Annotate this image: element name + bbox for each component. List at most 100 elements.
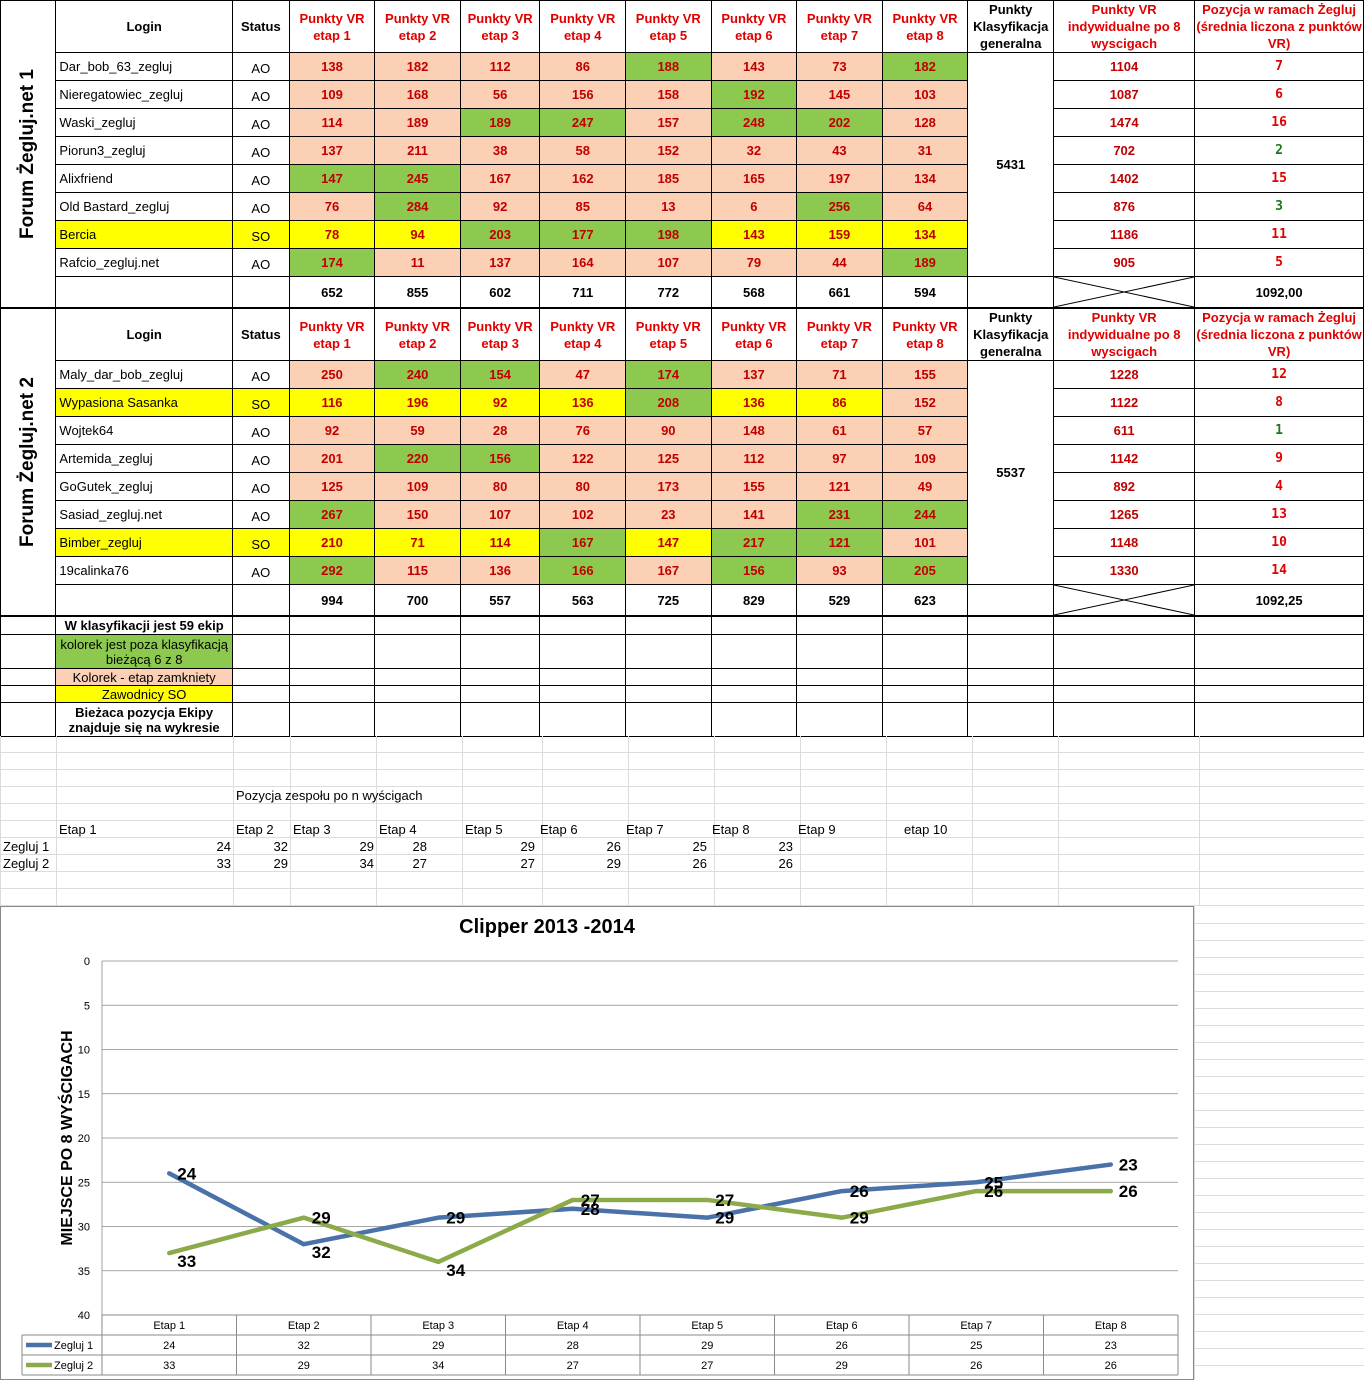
gridline	[1194, 1127, 1364, 1128]
stage-points-cell: 155	[710, 472, 798, 501]
empty-cell	[967, 702, 1055, 737]
position-value: 33	[216, 856, 231, 871]
empty-cell	[0, 634, 57, 669]
stage-points-cell: 136	[459, 556, 541, 585]
table-row: Artemida_zegluj AO 201 220 156 122 125 112 97 109…	[1, 444, 1364, 473]
individual-points-cell: 702	[1053, 136, 1196, 165]
gridline	[1194, 1093, 1364, 1094]
empty-cell	[55, 584, 233, 617]
table-value: 26	[836, 1340, 848, 1352]
gridline	[462, 736, 463, 906]
data-label: 29	[715, 1209, 734, 1228]
team2-header-6: Punkty VR etap 5	[625, 307, 712, 361]
empty-cell	[1194, 702, 1364, 737]
table-row: Piorun3_zegluj AO 137 211 38 58 152 32 43 31 702 2	[1, 136, 1364, 165]
position-value: 27	[412, 856, 427, 871]
status-cell: AO	[231, 416, 290, 445]
empty-cell	[1194, 685, 1364, 703]
stage-points-cell: 107	[459, 500, 541, 529]
empty-cell	[459, 615, 541, 635]
legend-count: W klasyfikacji jest 59 ekip	[55, 615, 233, 635]
stage-points-cell: 116	[288, 388, 376, 417]
stage-points-cell: 145	[796, 80, 883, 109]
gridline	[542, 736, 543, 906]
data-label: 33	[177, 1252, 196, 1271]
stage-points-cell: 38	[459, 136, 541, 165]
empty-cell	[539, 685, 627, 703]
table-row: Waski_zegluj AO 114 189 189 247 157 248 202 128 14…	[1, 108, 1364, 137]
empty-cell	[710, 702, 798, 737]
table-value: 25	[970, 1340, 982, 1352]
position-value: 25	[692, 839, 707, 854]
empty-cell	[625, 702, 712, 737]
data-label: 26	[984, 1182, 1003, 1201]
individual-points-cell: 905	[1053, 248, 1196, 277]
gridline	[1194, 1348, 1364, 1349]
empty-cell	[710, 615, 798, 635]
stage-points-cell: 6	[710, 192, 798, 221]
table-value: 32	[298, 1340, 310, 1352]
status-cell: AO	[231, 444, 290, 473]
stage-header: Etap 7	[626, 822, 664, 837]
position-value: 34	[359, 856, 374, 871]
stage-points-cell: 64	[881, 192, 969, 221]
stage-points-cell: 188	[625, 52, 712, 81]
stage-points-cell: 137	[459, 248, 541, 277]
y-tick-label: 20	[78, 1133, 90, 1145]
stage-points-cell: 112	[459, 52, 541, 81]
team-name: Zegluj 2	[3, 856, 50, 871]
gridline	[0, 905, 1364, 906]
position-value: 26	[606, 839, 621, 854]
stage-points-cell: 94	[374, 220, 461, 249]
position-cell: 15	[1194, 164, 1364, 193]
empty-cell	[374, 634, 461, 669]
stage-points-cell: 267	[288, 500, 376, 529]
series-line-2	[167, 1188, 1113, 1265]
status-cell: SO	[231, 528, 290, 557]
stage-points-cell: 97	[796, 444, 883, 473]
stage-points-cell: 159	[796, 220, 883, 249]
gridline	[0, 752, 1364, 753]
team1-average: 1092,00	[1194, 276, 1364, 309]
series-line-1	[167, 1162, 1113, 1247]
line-chart: 0 5 10 15 20 25 30 35 40 MIEJSCE PO 8 WYŚCIGACH Et…	[21, 956, 1179, 1376]
individual-points-cell: 1228	[1053, 360, 1196, 389]
stage-points-cell: 192	[710, 80, 798, 109]
empty-cell	[288, 634, 376, 669]
empty-cell	[0, 702, 57, 737]
gridline	[56, 736, 57, 906]
table-row: Wypasiona Sasanka SO 116 196 92 136 208 136 86 15…	[1, 388, 1364, 417]
stage-points-cell: 201	[288, 444, 376, 473]
gridline	[233, 736, 234, 906]
empty-cell	[459, 668, 541, 686]
gridline	[376, 736, 377, 906]
team1-header-0: Login	[55, 0, 233, 53]
stage-points-cell: 125	[625, 444, 712, 473]
stage-points-cell: 174	[288, 248, 376, 277]
stage-points-cell: 109	[288, 80, 376, 109]
team2-header-0: Login	[55, 307, 233, 361]
team2-header-10: Punkty Klasyfikacja generalna	[967, 307, 1055, 361]
stage-points-cell: 128	[881, 108, 969, 137]
stage-header: Etap 6	[540, 822, 578, 837]
stage-sum-cell: 711	[539, 276, 627, 309]
x-tick-label: Etap 3	[422, 1320, 454, 1332]
team2-header-4: Punkty VR etap 3	[459, 307, 541, 361]
team1-side-label-text: Forum Żegluj.net 1	[17, 69, 39, 239]
stage-points-cell: 86	[796, 388, 883, 417]
stage-points-cell: 182	[881, 52, 969, 81]
team2-header-8: Punkty VR etap 7	[796, 307, 883, 361]
stage-sum-cell: 994	[288, 584, 376, 617]
empty-cell	[539, 668, 627, 686]
stage-points-cell: 164	[539, 248, 627, 277]
stage-points-cell: 109	[881, 444, 969, 473]
stage-points-cell: 202	[796, 108, 883, 137]
cross-mark	[1054, 585, 1194, 615]
stage-points-cell: 136	[710, 388, 798, 417]
team1-header-2: Punkty VR etap 1	[288, 0, 376, 53]
stage-points-cell: 143	[710, 220, 798, 249]
stage-points-cell: 93	[796, 556, 883, 585]
data-label: 27	[715, 1191, 734, 1210]
empty-cell	[710, 685, 798, 703]
data-label: 29	[850, 1209, 869, 1228]
